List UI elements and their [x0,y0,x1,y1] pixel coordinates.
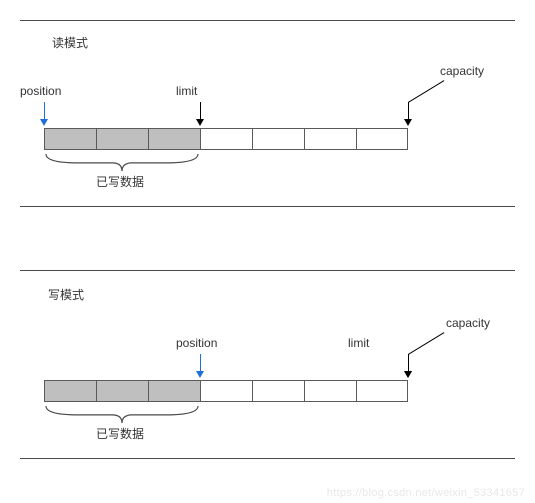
divider-top [20,20,515,21]
mode-title: 写模式 [48,286,84,303]
brace-label: 已写数据 [96,173,144,190]
brace [44,153,200,173]
pointer-arrow-head [196,119,204,126]
pointer-label-limit: limit [348,336,369,350]
pointer-arrow-line [200,102,201,120]
cell-empty [356,128,408,150]
cell-empty [200,380,252,402]
pointer-arrow-line [200,354,201,372]
pointer-arrow-head [404,119,412,126]
divider-bottom [20,458,515,459]
pointer-label-position: position [20,84,61,98]
cell-filled [44,128,96,150]
pointer-arrow-head [196,371,204,378]
cell-empty [252,128,304,150]
pointer-label-limit: limit [176,84,197,98]
brace-label: 已写数据 [96,425,144,442]
cell-empty [304,128,356,150]
mode-title: 读模式 [52,34,88,51]
buffer-cells [44,380,408,402]
cell-empty [252,380,304,402]
cell-empty [356,380,408,402]
divider-top [20,270,515,271]
cell-filled [44,380,96,402]
pointer-arrow-head [40,119,48,126]
pointer-label-position: position [176,336,217,350]
pointer-arrow-line [408,354,409,372]
cell-filled [96,128,148,150]
pointer-label-capacity: capacity [440,64,484,78]
cell-filled [148,380,200,402]
cell-filled [96,380,148,402]
diagram-write: 写模式 position limit capacity 已写数据 [0,220,535,473]
watermark: https://blog.csdn.net/weixin_53341657 [327,487,525,499]
pointer-slant [408,332,445,355]
pointer-label-capacity: capacity [446,316,490,330]
pointer-arrow-line [44,102,45,120]
divider-bottom [20,206,515,207]
cell-empty [200,128,252,150]
pointer-arrow-line [408,102,409,120]
cell-empty [304,380,356,402]
cell-filled [148,128,200,150]
buffer-cells [44,128,408,150]
pointer-arrow-head [404,371,412,378]
brace [44,405,200,425]
diagram-read: 读模式 position limit capacity 已写数据 [0,0,535,220]
pointer-slant [408,80,445,103]
